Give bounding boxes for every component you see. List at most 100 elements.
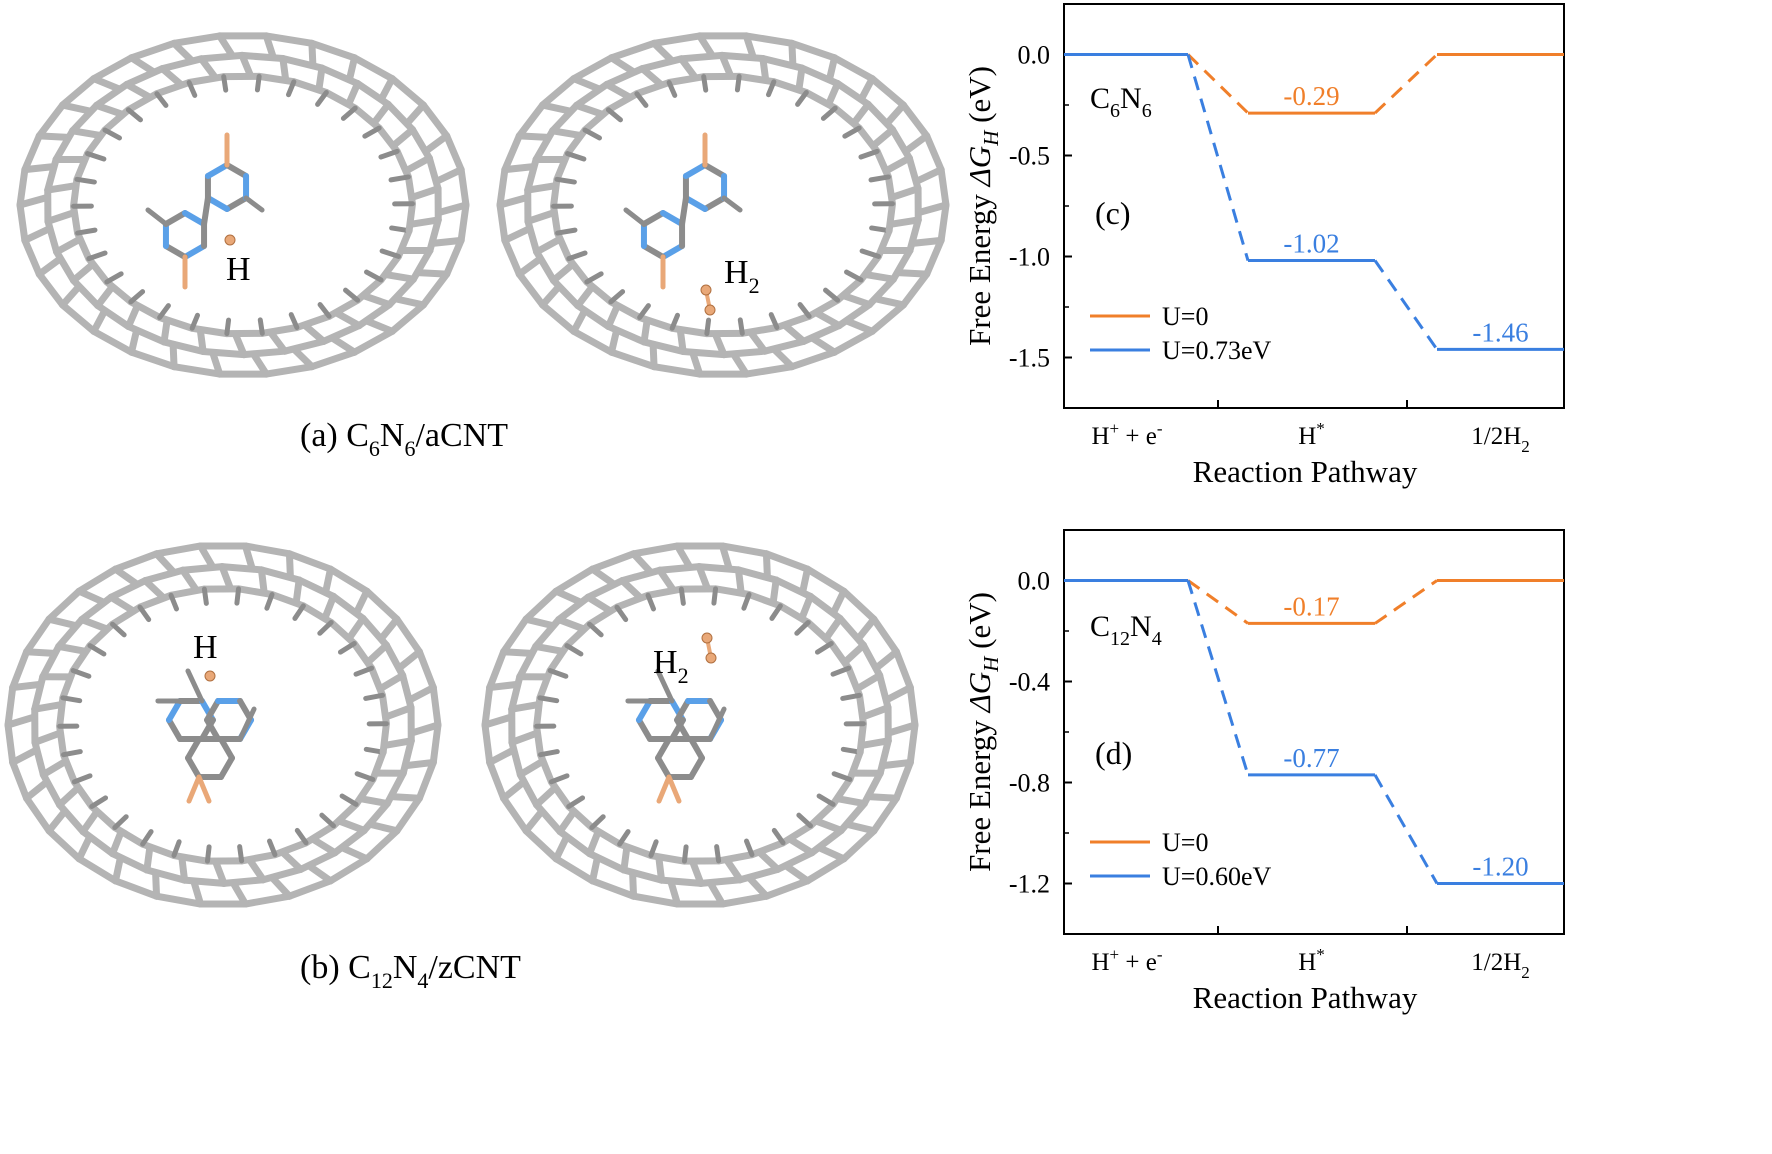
carbon-bond <box>218 563 234 592</box>
carbon-bond <box>377 671 407 693</box>
carbon-bond <box>533 722 544 759</box>
carbon-bond <box>883 684 914 704</box>
carbon-bond <box>630 542 682 558</box>
carbon-bond <box>9 680 44 692</box>
carbon-bond <box>805 296 842 320</box>
carbon-bond <box>55 642 89 655</box>
carbon-bond <box>415 758 437 802</box>
carbon-bond <box>815 844 848 863</box>
carbon-bond <box>553 150 572 183</box>
hydrogen-bond-stub <box>157 303 171 320</box>
carbon-bond <box>335 817 368 834</box>
carbon-bond <box>772 576 814 600</box>
carbon-bond <box>539 101 574 115</box>
carbon-bond <box>389 126 416 150</box>
carbon-bond <box>696 32 716 60</box>
carbon-bond <box>86 620 117 650</box>
carbon-bond <box>773 312 813 331</box>
carbon-bond <box>308 348 358 371</box>
carbon-bond <box>909 236 945 247</box>
carbon-bond <box>856 691 867 728</box>
carbon-bond <box>711 330 728 359</box>
hydrogen-bond-stub <box>171 839 182 858</box>
carbon-bond <box>516 771 541 809</box>
molecule-bond <box>682 195 708 212</box>
molecule-bond <box>224 195 250 212</box>
molecule-bond <box>702 162 728 179</box>
carbon-bond <box>850 100 872 127</box>
carbon-bond <box>257 566 268 597</box>
carbon-bond <box>94 302 132 330</box>
carbon-bond <box>549 127 584 139</box>
hydrogen-bond-stub <box>257 317 265 336</box>
molecule-b-right <box>625 668 727 804</box>
carbon-bond <box>143 866 189 884</box>
carbon-bond <box>153 79 193 98</box>
carbon-bond <box>761 337 808 355</box>
carbon-bond <box>360 292 393 309</box>
transition-line <box>1373 259 1439 351</box>
carbon-bond <box>197 55 219 82</box>
carbon-bond <box>75 587 108 606</box>
carbon-bond <box>855 124 881 155</box>
carbon-bond <box>393 147 412 181</box>
carbon-bond <box>315 64 326 93</box>
carbon-bond <box>35 255 64 278</box>
carbon-bond <box>320 322 363 345</box>
hydrogen-atom <box>224 234 236 246</box>
carbon-bond <box>840 292 873 309</box>
carbon-bond <box>308 39 358 62</box>
carbon-bond <box>677 55 699 82</box>
data-label: -1.02 <box>1283 229 1339 259</box>
carbon-bond <box>45 615 80 630</box>
hydrogen-bond-stub <box>614 604 629 623</box>
carbon-bond <box>762 550 771 581</box>
carbon-bond <box>712 585 753 599</box>
carbon-bond <box>39 771 64 809</box>
x-axis: H+ + e- H* 1/2H2 <box>1091 400 1530 456</box>
carbon-bond <box>31 673 47 713</box>
carbon-bond <box>170 363 224 378</box>
carbon-bond <box>756 848 782 873</box>
nanotube-b-right <box>481 542 919 908</box>
carbon-bond <box>268 591 307 610</box>
carbon-bond <box>139 840 178 859</box>
carbon-bond <box>806 592 844 622</box>
carbon-bond <box>695 563 711 592</box>
carbon-bond <box>552 833 571 863</box>
carbon-bond <box>546 642 571 675</box>
carbon-bond <box>603 65 646 88</box>
carbon-bond <box>779 822 814 847</box>
molecule-bond <box>237 706 257 742</box>
carbon-bond <box>550 276 582 310</box>
molecule-bond <box>196 774 212 804</box>
carbon-bond <box>638 55 685 73</box>
carbon-bond <box>39 757 69 779</box>
carbon-bond <box>889 247 914 283</box>
carbon-bond <box>23 778 51 802</box>
hydrogen-bond-stub <box>605 107 623 123</box>
carbon-bond <box>345 80 362 108</box>
carbon-bond <box>354 80 392 108</box>
carbon-bond <box>75 565 119 595</box>
carbon-bond <box>262 32 277 61</box>
carbon-bond <box>630 892 682 908</box>
carbon-bond <box>167 585 208 599</box>
carbon-bond <box>31 738 47 779</box>
carbon-bond <box>112 565 141 588</box>
carbon-bond <box>285 550 334 573</box>
hydrogen-bond-stub <box>137 604 152 623</box>
carbon-bond <box>656 563 703 574</box>
carbon-bond <box>31 701 65 713</box>
carbon-bond <box>500 778 528 802</box>
carbon-bond <box>39 642 63 681</box>
molecule-a-left <box>145 132 265 290</box>
carbon-bond <box>369 748 387 783</box>
carbon-bond <box>552 855 596 885</box>
carbon-bond <box>515 132 552 141</box>
carbon-bond <box>522 615 557 630</box>
carbon-bond <box>388 301 427 335</box>
carbon-bond <box>90 327 135 356</box>
carbon-bond <box>156 313 196 332</box>
carbon-bond <box>345 614 367 642</box>
